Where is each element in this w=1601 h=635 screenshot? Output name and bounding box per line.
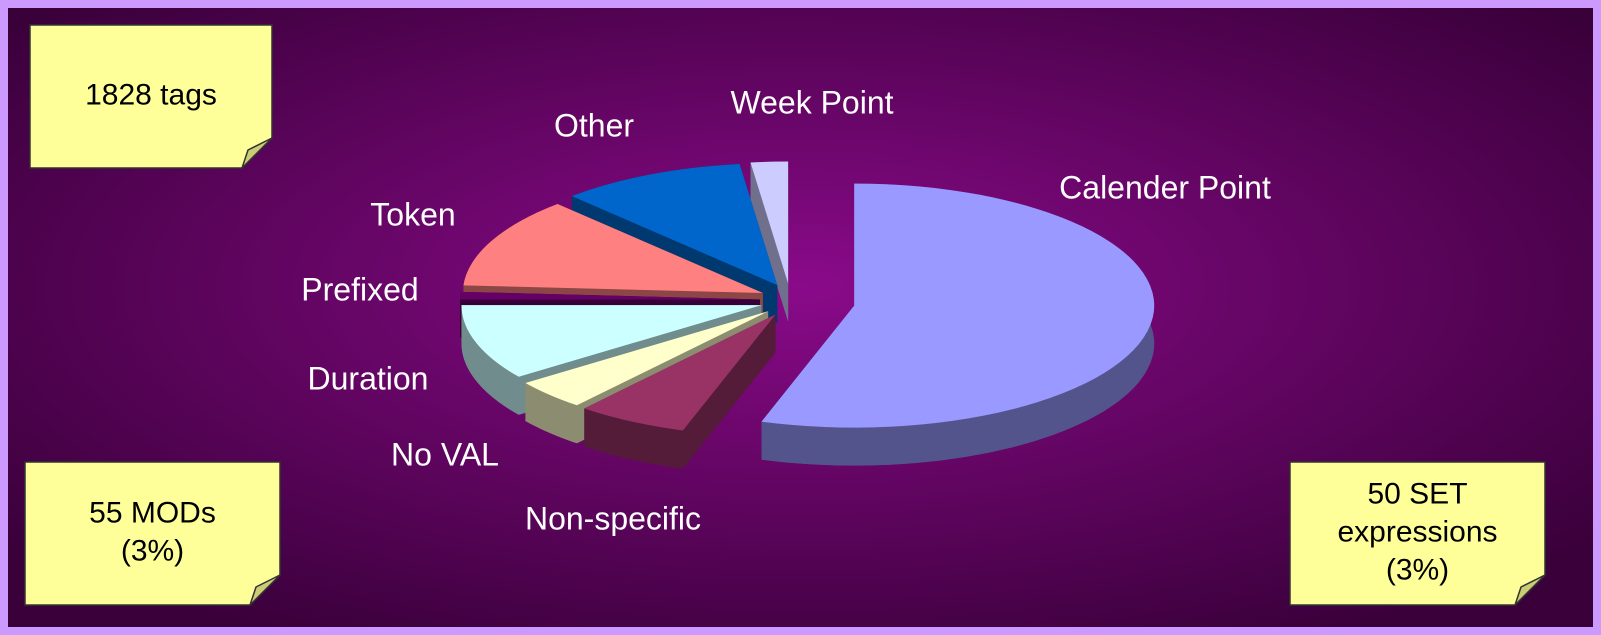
slice-edge (761, 183, 1155, 466)
slice-label: Prefixed (301, 271, 418, 307)
slice-edge (460, 291, 461, 338)
note-text: 55 MODs (89, 496, 216, 529)
slice (571, 164, 778, 286)
slice-label: Non-specific (525, 500, 701, 536)
note-text: (3%) (1386, 553, 1449, 586)
slice (463, 204, 763, 293)
slice-label: No VAL (391, 436, 499, 472)
note-text: (3%) (121, 534, 184, 567)
slice-label: Calender Point (1059, 169, 1271, 205)
slice (750, 161, 789, 284)
pie (460, 161, 1155, 469)
slice-edge (584, 408, 683, 469)
note-text: 50 SET (1367, 477, 1467, 510)
slice-label: Token (370, 196, 455, 232)
slice (525, 311, 769, 406)
slice-label: Duration (308, 360, 429, 396)
slice (761, 183, 1155, 428)
slice (584, 314, 776, 431)
slice-edge (525, 383, 577, 444)
labels: Calender Point Non-specific No VAL Duration… (301, 84, 1271, 536)
slice-label: Week Point (730, 84, 893, 120)
slice (461, 305, 762, 377)
slice (460, 291, 761, 300)
note-fold (1514, 574, 1546, 606)
notes: 1828 tags 55 MODs (3%) 50 SET expressions (3%… (24, 24, 1546, 606)
note-text: expressions (1337, 515, 1497, 548)
slice-label: Other (554, 107, 634, 143)
slice-side (750, 162, 789, 322)
note-fold (241, 137, 273, 169)
slice-edge (461, 305, 519, 415)
note-fold (249, 574, 281, 606)
note-text: 1828 tags (85, 78, 217, 111)
